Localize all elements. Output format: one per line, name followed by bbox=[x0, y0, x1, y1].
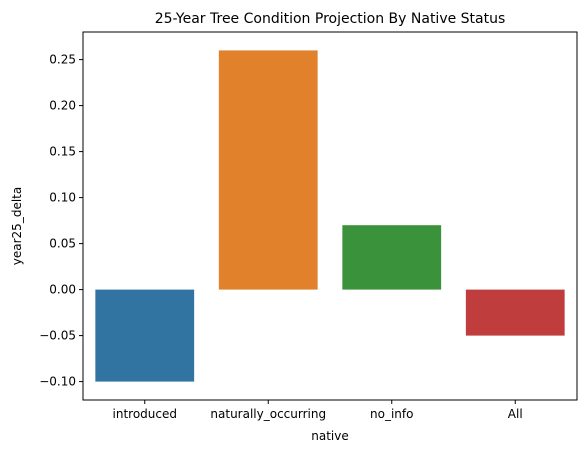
y-tick-label: −0.05 bbox=[39, 329, 76, 343]
y-tick-label: 0.10 bbox=[49, 191, 76, 205]
x-tick-label: no_info bbox=[370, 407, 413, 421]
chart-title: 25-Year Tree Condition Projection By Nat… bbox=[155, 11, 506, 27]
x-tick-label: All bbox=[508, 407, 523, 421]
plot-frame bbox=[82, 31, 578, 401]
bar-naturally-occurring bbox=[218, 50, 318, 290]
bar-all bbox=[465, 289, 565, 336]
y-axis-label: year25_delta bbox=[10, 187, 24, 265]
bar-no-info bbox=[342, 225, 442, 290]
x-tick-label: introduced bbox=[113, 407, 177, 421]
y-tick-label: 0.20 bbox=[49, 99, 76, 113]
x-axis-label: native bbox=[311, 429, 348, 443]
y-tick-label: 0.15 bbox=[49, 145, 76, 159]
y-tick-label: 0.00 bbox=[49, 283, 76, 297]
bars-layer bbox=[95, 50, 565, 382]
y-axis-ticks: −0.10 −0.05 0.00 0.05 0.10 0.15 0.20 0.25 bbox=[39, 53, 83, 389]
y-tick-label: 0.05 bbox=[49, 237, 76, 251]
x-tick-label: naturally_occurring bbox=[210, 407, 326, 421]
y-tick-label: 0.25 bbox=[49, 53, 76, 67]
x-axis-ticks: introduced naturally_occurring no_info All bbox=[113, 400, 523, 421]
bar-introduced bbox=[95, 289, 195, 382]
y-tick-label: −0.10 bbox=[39, 375, 76, 389]
